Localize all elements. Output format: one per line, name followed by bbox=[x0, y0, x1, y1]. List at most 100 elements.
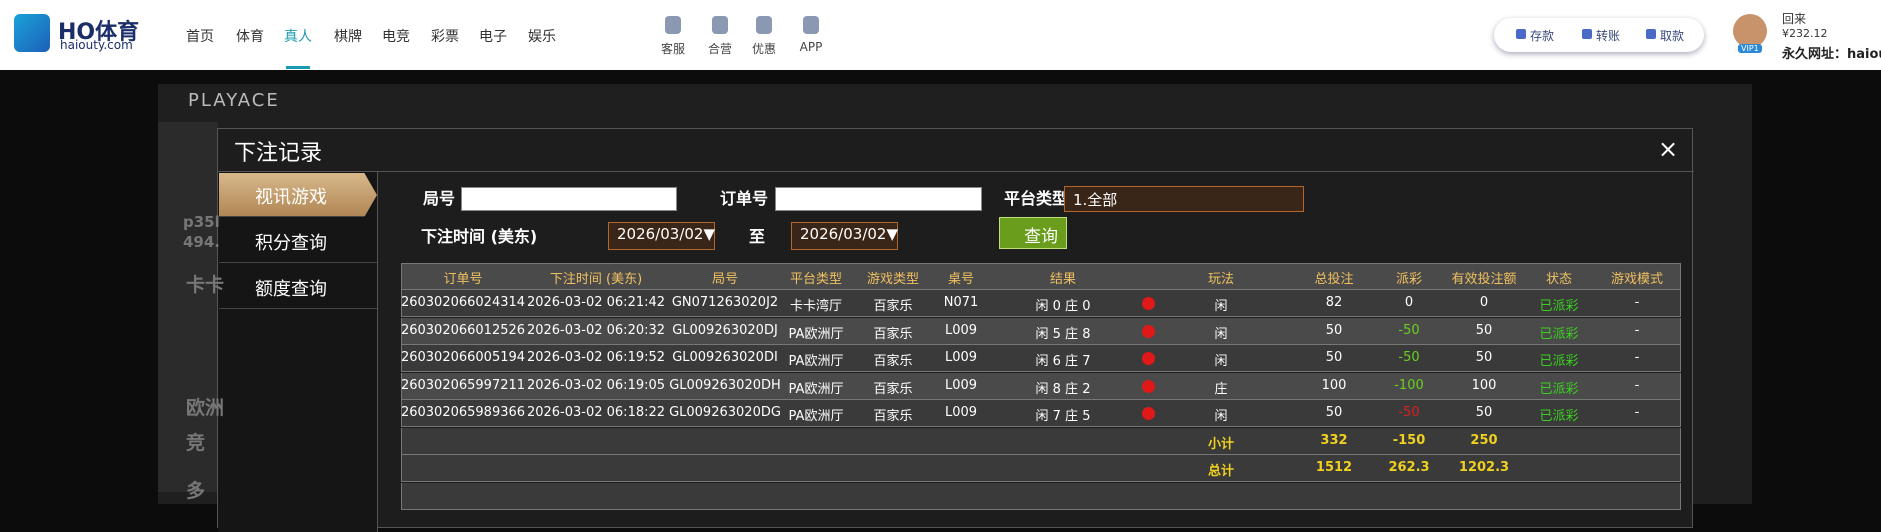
platform-select[interactable]: 1.全部 bbox=[1064, 186, 1304, 212]
tool-label[interactable]: 客服 bbox=[660, 42, 686, 56]
site-url: 永久网址：haiouty bbox=[1782, 47, 1881, 62]
table-cell: 闲 bbox=[1214, 326, 1228, 342]
table-cell: 50 bbox=[1325, 405, 1343, 420]
table-cell: 260302065997211 bbox=[400, 377, 526, 393]
wallet-button[interactable]: 存款 bbox=[1530, 29, 1555, 43]
subtotal-cell: -150 bbox=[1392, 432, 1426, 448]
table-cell: - bbox=[1634, 405, 1640, 420]
table-cell: GN071263020J2 bbox=[671, 295, 779, 310]
table-cell: 260302066012526 bbox=[400, 322, 526, 338]
table-cell: 已派彩 bbox=[1539, 354, 1579, 369]
table-cell: 50 bbox=[1325, 350, 1343, 365]
table-row bbox=[401, 400, 1681, 427]
tool-label[interactable]: 合营 bbox=[707, 42, 733, 56]
nav-item[interactable]: 娱乐 bbox=[528, 29, 556, 45]
wallet-button[interactable]: 取款 bbox=[1660, 29, 1685, 43]
table-cell: 百家乐 bbox=[873, 326, 913, 342]
tool-label[interactable]: 优惠 bbox=[751, 42, 777, 56]
tool-label[interactable]: APP bbox=[799, 40, 823, 54]
table-cell: 卡卡湾厅 bbox=[789, 299, 843, 314]
table-cell: PA欧洲厅 bbox=[788, 326, 844, 342]
table-cell: 闲 8 庄 2 bbox=[1035, 381, 1091, 397]
table-cell: 100 bbox=[1471, 377, 1497, 393]
modal-title: 下注记录 bbox=[234, 141, 323, 166]
round-input[interactable] bbox=[461, 187, 677, 211]
table-cell: 百家乐 bbox=[873, 381, 913, 397]
search-button[interactable]: 查询 bbox=[999, 217, 1067, 249]
column-header: 局号 bbox=[711, 272, 739, 287]
subtotal-row bbox=[401, 427, 1681, 455]
user-balance: ¥232.12 bbox=[1782, 27, 1828, 40]
table-cell: 100 bbox=[1321, 377, 1347, 393]
filter-label: 局号 bbox=[423, 189, 456, 208]
logo-title[interactable]: HO体育 bbox=[58, 20, 140, 45]
tool-icon[interactable] bbox=[665, 16, 681, 34]
divider bbox=[218, 171, 1694, 172]
column-header: 派彩 bbox=[1395, 272, 1423, 287]
column-header: 下注时间 (美东) bbox=[549, 272, 643, 287]
table-cell: 闲 bbox=[1214, 354, 1228, 369]
column-header: 玩法 bbox=[1207, 272, 1235, 287]
table-cell: 闲 bbox=[1214, 409, 1228, 424]
tool-icon[interactable] bbox=[803, 16, 819, 34]
play-icon[interactable] bbox=[1142, 407, 1155, 420]
table-cell: 百家乐 bbox=[873, 299, 913, 314]
nav-item[interactable]: 彩票 bbox=[431, 29, 459, 45]
wallet-icon bbox=[1646, 29, 1656, 39]
table-cell: 百家乐 bbox=[873, 409, 913, 424]
avatar[interactable] bbox=[1733, 14, 1767, 48]
table-cell: 百家乐 bbox=[873, 354, 913, 369]
vip-badge: VIP1 bbox=[1738, 44, 1762, 53]
side-tab[interactable]: 积分查询 bbox=[219, 219, 377, 263]
date-to[interactable]: 2026/03/02▼ bbox=[791, 222, 898, 250]
table-cell: PA欧洲厅 bbox=[788, 409, 844, 424]
logo-icon[interactable] bbox=[14, 14, 50, 52]
table-cell: L009 bbox=[944, 405, 978, 420]
column-header: 桌号 bbox=[947, 272, 975, 287]
table-cell: 260302066005194 bbox=[400, 350, 526, 365]
side-tab[interactable]: 额度查询 bbox=[219, 265, 377, 309]
table-cell: 2026-03-02 06:19:52 bbox=[526, 350, 666, 365]
table-row bbox=[401, 290, 1681, 317]
nav-item[interactable]: 首页 bbox=[186, 29, 214, 45]
table-cell: GL009263020DG bbox=[669, 405, 781, 420]
nav-item[interactable]: 电子 bbox=[479, 29, 507, 45]
modal-close[interactable]: × bbox=[1658, 135, 1679, 163]
column-header: 总投注 bbox=[1314, 272, 1354, 287]
table-cell: 庄 bbox=[1214, 381, 1228, 397]
table-cell: 82 bbox=[1325, 295, 1343, 310]
nav-item[interactable]: 电竞 bbox=[382, 29, 410, 45]
play-icon[interactable] bbox=[1142, 324, 1155, 338]
bg-text: 494. bbox=[183, 233, 221, 251]
table-cell: -50 bbox=[1398, 405, 1420, 420]
tool-icon[interactable] bbox=[712, 16, 728, 34]
date-from[interactable]: 2026/03/02▼ bbox=[608, 222, 715, 250]
table-cell: 0 bbox=[1404, 295, 1414, 310]
game-side bbox=[158, 122, 218, 492]
play-icon[interactable] bbox=[1142, 352, 1155, 365]
filter-label: 下注时间 (美东) bbox=[421, 227, 538, 246]
table-cell: - bbox=[1634, 322, 1640, 338]
side-tab[interactable]: 视讯游戏 bbox=[219, 173, 377, 217]
total-row bbox=[401, 455, 1681, 482]
wallet-icon bbox=[1516, 29, 1526, 39]
filter-label: 平台类型 bbox=[1004, 189, 1069, 208]
table-cell: 2026-03-02 06:19:05 bbox=[526, 377, 666, 393]
nav-item[interactable]: 体育 bbox=[236, 29, 264, 45]
table-cell: 已派彩 bbox=[1539, 381, 1579, 397]
wallet-button[interactable]: 转账 bbox=[1596, 29, 1621, 43]
table-cell: GL009263020DH bbox=[669, 377, 781, 393]
order-input[interactable] bbox=[775, 187, 982, 211]
subtotal-cell: 小计 bbox=[1207, 436, 1235, 452]
play-icon[interactable] bbox=[1142, 297, 1155, 310]
top-header: HO体育 haiouty.com VIP1 回来 ¥232.12 永久网址：ha… bbox=[0, 0, 1881, 70]
table-cell: - bbox=[1634, 377, 1640, 393]
bg-text: p35l bbox=[183, 213, 220, 231]
tool-icon[interactable] bbox=[756, 16, 772, 34]
nav-item[interactable]: 真人 bbox=[284, 29, 312, 45]
logo-sub: haiouty.com bbox=[60, 38, 133, 52]
table-cell: L009 bbox=[944, 322, 978, 338]
table-row bbox=[401, 317, 1681, 345]
play-icon[interactable] bbox=[1142, 379, 1155, 393]
nav-item[interactable]: 棋牌 bbox=[334, 29, 362, 45]
